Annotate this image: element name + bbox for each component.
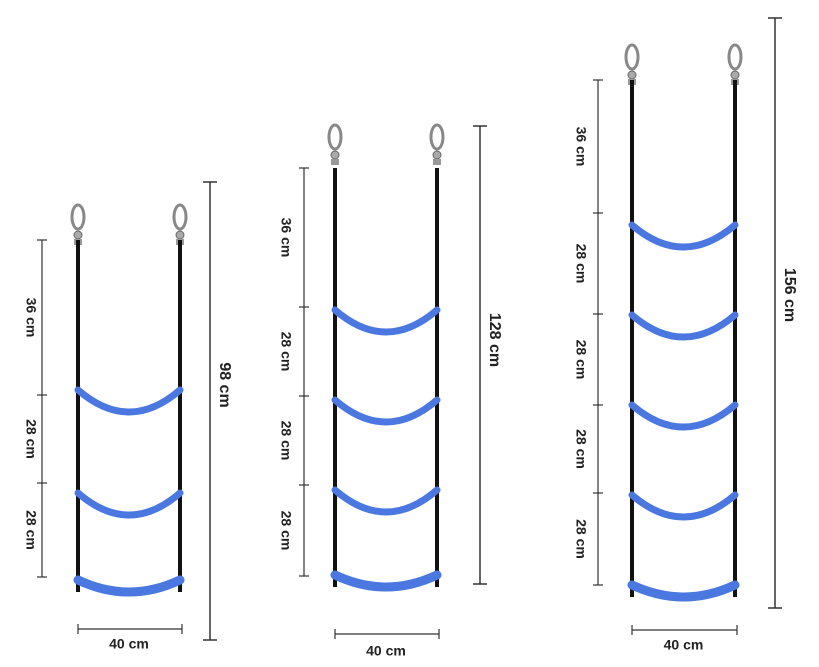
segment-label: 28 cm (573, 340, 589, 380)
rung (628, 401, 739, 431)
total-label: 98 cm (216, 362, 233, 407)
rung (73, 575, 185, 597)
segment-label: 28 cm (278, 332, 294, 372)
segment-label: 28 cm (573, 244, 589, 284)
swivel (730, 70, 740, 80)
rung (331, 306, 441, 336)
rung (74, 489, 184, 519)
rung (331, 486, 441, 516)
segment-label: 28 cm (573, 519, 589, 559)
segment-label: 28 cm (278, 421, 294, 461)
carabiner (624, 43, 640, 71)
segment-label: 36 cm (278, 218, 294, 258)
swivel (627, 70, 637, 80)
carabiner (70, 203, 86, 231)
swivel (175, 230, 185, 240)
carabiner (172, 203, 188, 231)
swivel (432, 150, 442, 160)
segment-label: 28 cm (23, 510, 39, 550)
segment-label: 36 cm (573, 127, 589, 167)
rung (628, 491, 739, 521)
rung (628, 311, 739, 341)
width-label: 40 cm (366, 643, 406, 659)
rung (74, 386, 184, 416)
rung (627, 580, 740, 602)
segment-label: 28 cm (23, 419, 39, 459)
segment-label: 28 cm (573, 429, 589, 469)
segment-label: 36 cm (23, 298, 39, 338)
rung (628, 221, 739, 251)
segment-label: 28 cm (278, 511, 294, 551)
carabiner (727, 43, 743, 71)
width-label: 40 cm (664, 637, 704, 653)
total-label: 128 cm (486, 313, 503, 367)
total-label: 156 cm (781, 268, 798, 322)
swivel (73, 230, 83, 240)
carabiner (327, 123, 343, 151)
width-label: 40 cm (109, 636, 149, 652)
swivel-base (331, 159, 339, 165)
rung (330, 570, 442, 592)
swivel (330, 150, 340, 160)
carabiner (429, 123, 445, 151)
rung (331, 396, 441, 426)
swivel-base (433, 159, 441, 165)
